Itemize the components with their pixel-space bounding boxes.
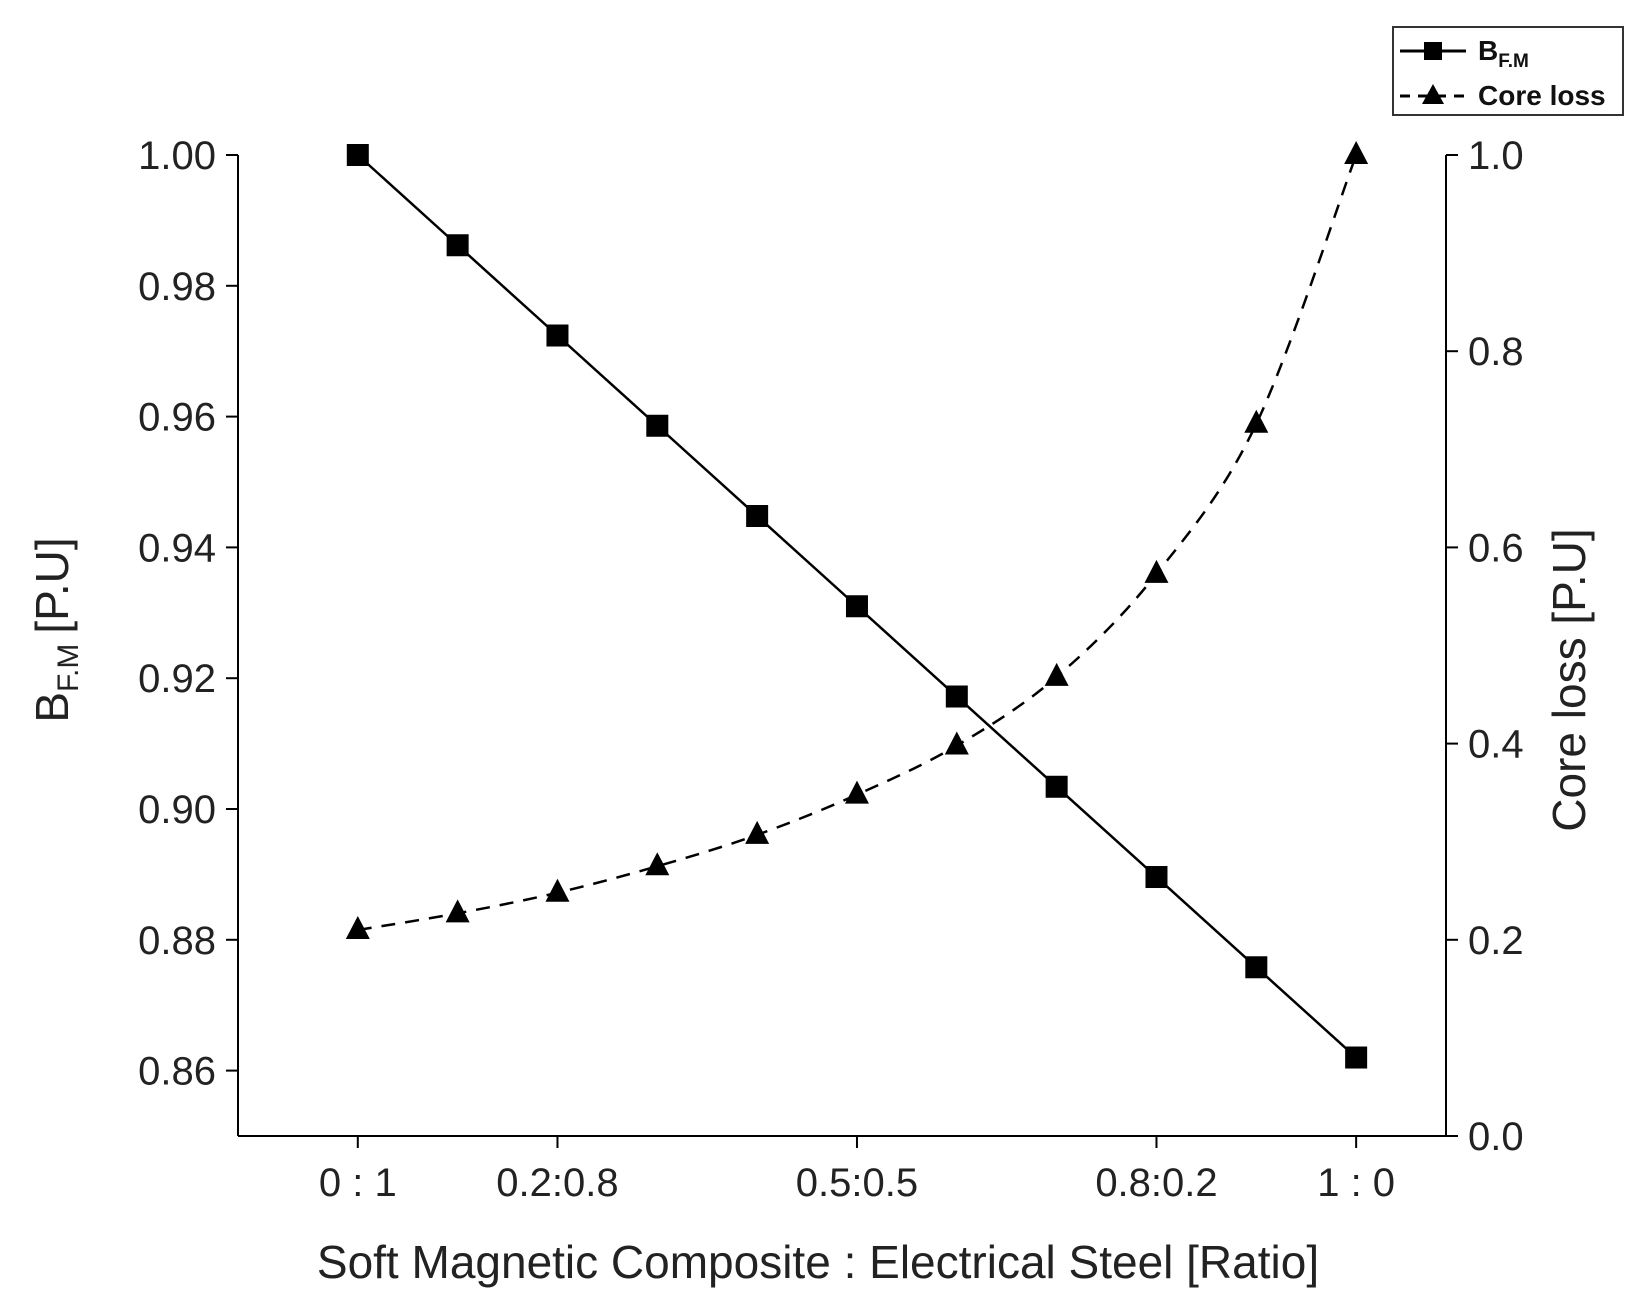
- data-point-core-loss: [1244, 409, 1269, 433]
- data-point-core-loss: [445, 899, 470, 923]
- left-y-tick-label: 0.90: [138, 788, 216, 832]
- x-tick-label: 1 : 0: [1317, 1161, 1395, 1205]
- data-point-core-loss: [944, 731, 969, 755]
- x-tick-label: 0.2:0.8: [496, 1161, 618, 1205]
- left-y-axis: 0.86 0.88 0.90 0.92 0.94 0.96 0.98 1.00: [138, 134, 238, 1094]
- data-point-bfm: [845, 595, 868, 618]
- right-y-axis-title: Core loss [P.U]: [1543, 528, 1595, 831]
- right-y-axis: 0.0 0.2 0.4 0.6 0.8 1.0: [1446, 134, 1524, 1159]
- left-y-tick-label: 0.88: [138, 919, 216, 963]
- legend: BF.M Core loss: [1392, 26, 1624, 116]
- data-point-bfm: [546, 324, 569, 347]
- data-point-bfm: [646, 414, 669, 437]
- axes: [237, 155, 1447, 1137]
- data-point-core-loss: [844, 780, 869, 804]
- x-axis-title: Soft Magnetic Composite : Electrical Ste…: [317, 1236, 1319, 1288]
- data-point-core-loss: [1344, 141, 1369, 164]
- data-point-core-loss: [745, 820, 770, 844]
- data-point-core-loss: [545, 878, 570, 902]
- data-point-bfm: [1045, 775, 1068, 798]
- x-axis: 0 : 1 0.2:0.8 0.5:0.5 0.8:0.2 1 : 0: [319, 1136, 1395, 1205]
- left-y-tick-label: 0.92: [138, 657, 216, 701]
- x-tick-label: 0 : 1: [319, 1161, 397, 1205]
- left-y-tick-label: 0.98: [138, 265, 216, 309]
- right-y-tick-label: 0.2: [1468, 919, 1524, 963]
- left-y-tick-label: 0.94: [138, 526, 216, 570]
- data-point-bfm: [1345, 1046, 1368, 1069]
- right-y-tick-label: 0.8: [1468, 330, 1524, 374]
- series-line-core-loss: [357, 154, 1358, 932]
- legend-label-bfm: BF.M: [1478, 35, 1529, 72]
- left-y-tick-label: 1.00: [138, 134, 216, 178]
- data-point-core-loss: [345, 915, 370, 939]
- data-point-bfm: [1145, 866, 1168, 889]
- data-point-bfm: [346, 144, 369, 166]
- right-y-tick-label: 0.4: [1468, 723, 1524, 767]
- right-y-tick-label: 0.0: [1468, 1115, 1524, 1159]
- left-y-axis-title: BF.M[P.U]: [26, 537, 85, 722]
- right-y-tick-label: 1.0: [1468, 134, 1524, 178]
- data-point-core-loss: [645, 852, 670, 876]
- data-point-bfm: [1245, 956, 1268, 979]
- data-point-core-loss: [1144, 559, 1169, 583]
- right-y-tick-label: 0.6: [1468, 526, 1524, 570]
- data-point-core-loss: [1044, 662, 1069, 686]
- data-point-bfm: [446, 234, 469, 257]
- series-markers: [345, 141, 1369, 1069]
- left-y-tick-label: 0.96: [138, 396, 216, 440]
- legend-marker-bfm: [1424, 42, 1442, 60]
- x-tick-label: 0.8:0.2: [1095, 1161, 1217, 1205]
- left-y-tick-label: 0.86: [138, 1050, 216, 1094]
- x-tick-label: 0.5:0.5: [796, 1161, 918, 1205]
- legend-label-core-loss: Core loss: [1478, 80, 1606, 111]
- legend-marker-core-loss: [1422, 84, 1444, 104]
- data-point-bfm: [746, 505, 769, 528]
- data-point-bfm: [945, 685, 968, 708]
